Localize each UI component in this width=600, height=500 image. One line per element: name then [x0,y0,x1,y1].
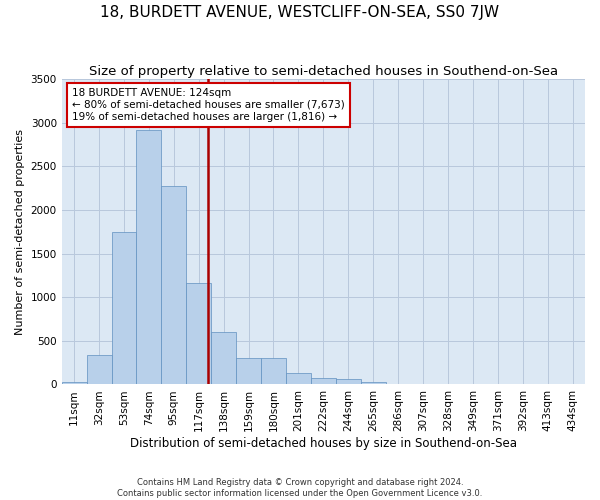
X-axis label: Distribution of semi-detached houses by size in Southend-on-Sea: Distribution of semi-detached houses by … [130,437,517,450]
Bar [261,358,286,384]
Bar [86,355,112,384]
Text: 18, BURDETT AVENUE, WESTCLIFF-ON-SEA, SS0 7JW: 18, BURDETT AVENUE, WESTCLIFF-ON-SEA, SS… [100,5,500,20]
Text: Contains HM Land Registry data © Crown copyright and database right 2024.
Contai: Contains HM Land Registry data © Crown c… [118,478,482,498]
Bar [236,358,261,384]
Bar [286,373,311,384]
Bar [112,232,136,384]
Bar [361,382,386,384]
Bar [136,130,161,384]
Bar [62,382,86,384]
Y-axis label: Number of semi-detached properties: Number of semi-detached properties [15,129,25,335]
Title: Size of property relative to semi-detached houses in Southend-on-Sea: Size of property relative to semi-detach… [89,65,558,78]
Bar [336,379,361,384]
Bar [311,378,336,384]
Text: 18 BURDETT AVENUE: 124sqm
← 80% of semi-detached houses are smaller (7,673)
19% : 18 BURDETT AVENUE: 124sqm ← 80% of semi-… [72,88,345,122]
Bar [211,332,236,384]
Bar [161,186,186,384]
Bar [186,284,211,384]
